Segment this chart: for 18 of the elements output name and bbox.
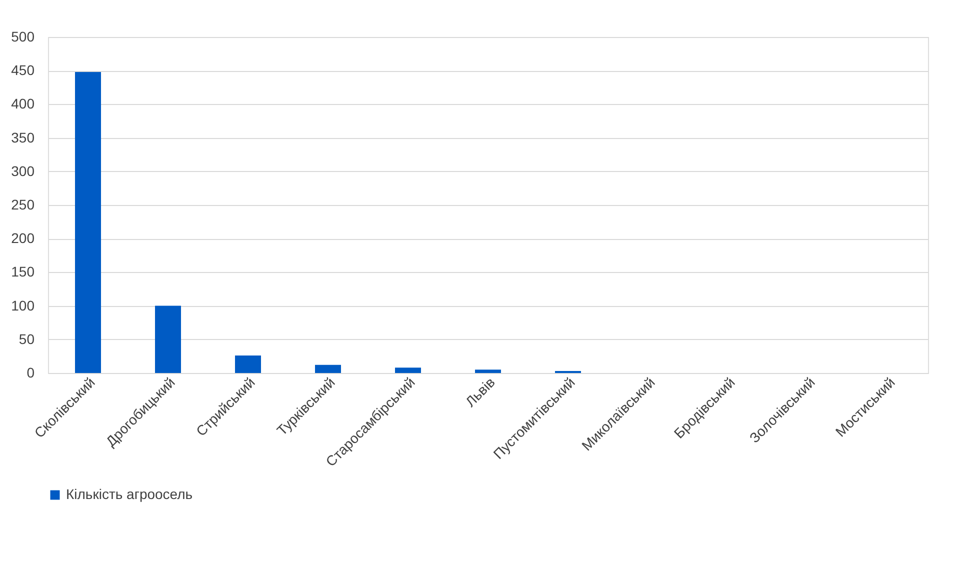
y-tick-label: 250 [11, 196, 35, 212]
y-tick-label: 100 [11, 297, 35, 314]
y-tick-label: 200 [11, 230, 35, 246]
y-tick-label: 350 [11, 129, 35, 146]
y-tick-label: 500 [11, 28, 35, 44]
bar [155, 306, 181, 373]
y-tick-label: 400 [11, 96, 35, 112]
y-tick-label: 450 [11, 62, 35, 78]
y-tick-label: 0 [26, 364, 35, 380]
bar [395, 368, 421, 373]
bar [75, 72, 101, 373]
legend-label: Кількість агроосель [66, 486, 193, 502]
bar [315, 364, 341, 373]
y-tick-label: 50 [18, 330, 35, 347]
y-tick-label: 150 [11, 264, 35, 280]
bar [475, 370, 501, 373]
bar [235, 356, 261, 373]
y-tick-label: 300 [11, 162, 35, 179]
